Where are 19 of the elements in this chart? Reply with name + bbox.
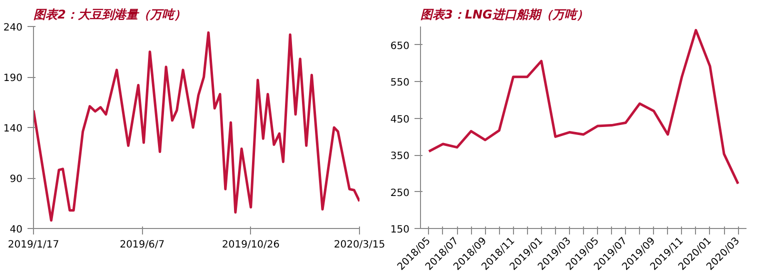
y-tick-label: 650: [390, 40, 410, 52]
y-tick-label: 90: [10, 174, 23, 185]
chart-title: 图表2：大豆到港量（万吨）: [34, 8, 186, 22]
x-tick-label: 2020/3/15: [334, 240, 386, 250]
y-tick-label: 150: [390, 224, 410, 236]
x-tick-label: 2019/6/7: [120, 240, 165, 250]
line-series: [34, 31, 360, 222]
y-tick-label: 450: [390, 114, 410, 126]
y-tick-label: 250: [390, 188, 410, 199]
y-tick-label: 550: [390, 78, 410, 89]
y-tick-label: 140: [3, 124, 23, 134]
chart-title: 图表3：LNG进口船期（万吨）: [420, 8, 588, 22]
x-tick-label: 2019/1/17: [8, 240, 60, 250]
y-tick-label: 240: [3, 22, 23, 34]
y-tick-label: 190: [3, 73, 23, 84]
x-tick-label: 2019/10/26: [222, 240, 280, 250]
line-series: [428, 28, 740, 185]
y-tick-label: 40: [10, 224, 23, 236]
y-tick-label: 350: [390, 151, 410, 162]
